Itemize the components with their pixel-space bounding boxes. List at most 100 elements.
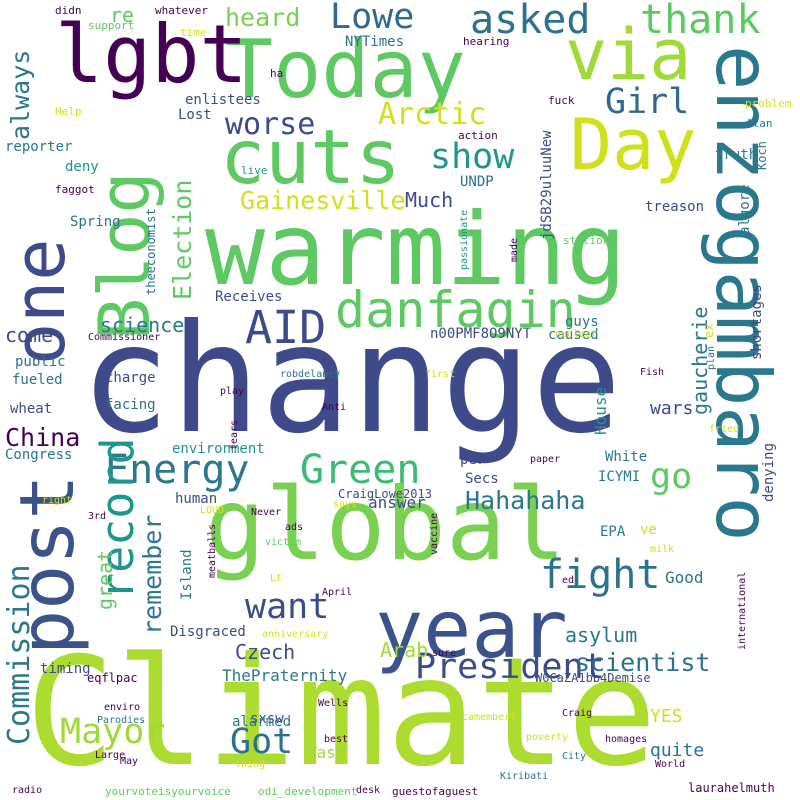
cloud-word: poverty xyxy=(526,732,569,743)
cloud-word: wars xyxy=(650,398,694,419)
cloud-word: Kiribati xyxy=(500,771,549,782)
cloud-word: truth xyxy=(715,147,758,163)
cloud-word: time xyxy=(180,26,207,39)
cloud-word: human xyxy=(175,491,218,507)
cloud-word: Wells xyxy=(318,698,349,709)
cloud-word: UNDP xyxy=(460,174,494,190)
cloud-word: always xyxy=(6,49,35,140)
cloud-word: camembert xyxy=(462,712,517,723)
cloud-word: Koch xyxy=(755,141,769,170)
cloud-word: Help xyxy=(55,105,82,118)
cloud-word: anniversary xyxy=(262,629,329,640)
cloud-word: NYTimes xyxy=(345,34,405,50)
cloud-word: Island xyxy=(179,549,195,600)
cloud-word: ICYMI xyxy=(598,469,641,485)
cloud-word: Lowe xyxy=(330,0,415,37)
cloud-word: Day xyxy=(570,104,697,186)
cloud-word: international xyxy=(737,571,748,650)
cloud-word: Parodies xyxy=(97,715,146,726)
cloud-word: want xyxy=(245,587,330,627)
cloud-word: 3rd xyxy=(88,511,107,522)
cloud-word: hearing xyxy=(463,35,510,48)
cloud-word: caused xyxy=(548,327,599,343)
cloud-word: worse xyxy=(225,107,316,142)
cloud-word: deny xyxy=(65,159,99,175)
cloud-word: White xyxy=(605,449,648,465)
cloud-word: faggot xyxy=(55,183,95,196)
cloud-word: milk xyxy=(650,544,675,555)
cloud-word: Much xyxy=(405,188,454,212)
cloud-word: right xyxy=(42,495,73,506)
cloud-word: Craig xyxy=(562,708,593,719)
cloud-word: go xyxy=(650,457,693,497)
cloud-word: danfagin xyxy=(335,281,576,339)
cloud-word: Commissioner xyxy=(88,332,161,343)
cloud-word: best xyxy=(324,734,349,745)
cloud-word: algore xyxy=(737,184,753,235)
cloud-word: fight xyxy=(540,552,661,598)
cloud-word: Arctic xyxy=(378,97,487,132)
cloud-word: W0CaZA1bb4Demise xyxy=(535,671,651,685)
cloud-word: quite xyxy=(650,740,705,761)
cloud-word: enviro xyxy=(104,702,141,713)
cloud-word: asylum xyxy=(565,623,638,647)
cloud-word: World xyxy=(655,759,686,770)
cloud-word: facing xyxy=(105,397,156,413)
cloud-word: Got xyxy=(230,722,294,762)
cloud-word: treason xyxy=(645,199,705,215)
cloud-word: passionate xyxy=(459,209,470,270)
cloud-word: action xyxy=(458,129,498,142)
cloud-word: Commission xyxy=(2,564,37,745)
cloud-word: problem xyxy=(745,97,792,110)
cloud-word: eqflpac xyxy=(87,671,138,685)
cloud-word: science xyxy=(100,313,185,337)
cloud-word: Alan xyxy=(746,117,773,130)
cloud-word: remember xyxy=(138,514,167,635)
cloud-word: global xyxy=(205,466,567,583)
cloud-word: Climate xyxy=(25,626,658,800)
cloud-word: denying xyxy=(761,442,777,502)
cloud-word: Arab xyxy=(380,638,429,662)
cloud-word: ex xyxy=(702,323,716,338)
cloud-word: play xyxy=(220,386,245,397)
cloud-word: first xyxy=(425,369,456,380)
cloud-word: Large xyxy=(95,750,126,761)
cloud-word: Green xyxy=(300,447,421,493)
cloud-word: vaccine xyxy=(429,512,440,555)
cloud-word: fueled xyxy=(12,372,63,388)
cloud-word: Wash xyxy=(307,743,346,762)
cloud-word: reporter xyxy=(5,139,73,155)
cloud-word: radio xyxy=(12,785,43,796)
cloud-word: paper xyxy=(530,454,561,465)
cloud-word: n00PMF8O9NYT xyxy=(430,326,532,342)
cloud-word: charge xyxy=(105,370,156,386)
cloud-word: lgbt xyxy=(55,8,248,101)
cloud-word: ThePraternity xyxy=(222,666,348,685)
cloud-word: nuclear xyxy=(555,329,598,340)
cloud-word: sxsw xyxy=(250,711,284,727)
cloud-word: robdelaney xyxy=(280,369,341,380)
cloud-word: odi_development xyxy=(258,785,358,798)
cloud-word: alarmed xyxy=(232,714,292,730)
cloud-word: made xyxy=(509,237,520,262)
cloud-word: City xyxy=(562,751,587,762)
cloud-word: House xyxy=(591,386,610,435)
cloud-word: great xyxy=(93,549,117,610)
cloud-word: Election xyxy=(168,179,197,300)
cloud-word: Fish xyxy=(640,367,665,378)
cloud-word: ads xyxy=(285,522,304,533)
cloud-word: didn xyxy=(55,4,82,17)
cloud-word: Lt xyxy=(270,573,283,584)
cloud-word: homages xyxy=(605,734,648,745)
cloud-word: Disgraced xyxy=(170,624,246,640)
cloud-word: change xyxy=(80,293,622,467)
cloud-word: May xyxy=(120,756,139,767)
cloud-word: enlistees xyxy=(185,92,261,108)
cloud-word: environment xyxy=(172,441,265,457)
cloud-word: Mayor xyxy=(60,712,166,752)
cloud-word: theeconomist xyxy=(144,208,158,295)
cloud-word: China xyxy=(5,423,81,452)
cloud-word: plan xyxy=(706,345,717,370)
cloud-word: victim xyxy=(265,537,302,548)
